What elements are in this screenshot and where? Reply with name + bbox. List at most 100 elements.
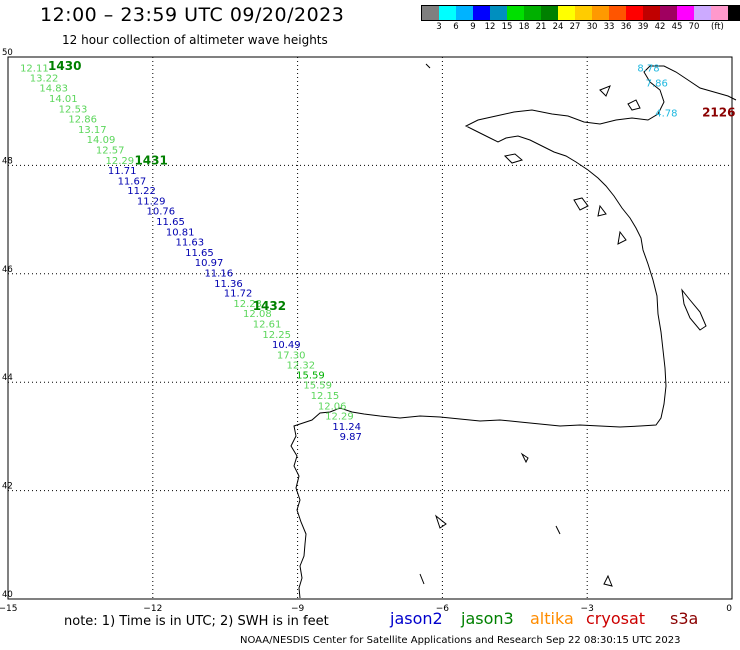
color-swatch [626, 6, 643, 20]
wave-height-value: 11.36 [214, 279, 243, 290]
longitude-label: −12 [143, 604, 162, 614]
map-grid [7, 56, 733, 600]
color-swatch [609, 6, 626, 20]
wave-height-value: 10.76 [147, 207, 176, 218]
wave-height-value: 12.29 [325, 412, 354, 423]
color-scale-label: 9 [470, 22, 476, 32]
color-scale-label: 42 [654, 22, 666, 32]
color-swatch [541, 6, 558, 20]
wave-height-value: 10.97 [195, 258, 224, 269]
color-swatch [643, 6, 660, 20]
coastline-channel-islands [425, 63, 641, 111]
wave-height-value: 12.32 [286, 361, 315, 372]
satellite-legend-jason2: jason2 [390, 609, 443, 628]
wave-height-value: 12.25 [262, 330, 291, 341]
coastline [290, 63, 737, 599]
color-swatch [728, 6, 740, 20]
wave-height-value: 11.71 [108, 166, 137, 177]
color-scale-label: 30 [586, 22, 598, 32]
color-swatch [456, 6, 473, 20]
pass-time-label: 1431 [134, 153, 167, 167]
longitude-label: −6 [436, 604, 450, 614]
wave-height-value: 12.11 [20, 64, 49, 75]
color-swatch [711, 6, 728, 20]
wave-height-value: 11.67 [118, 176, 147, 187]
longitude-label: 0 [726, 604, 732, 614]
color-swatch [490, 6, 507, 20]
longitude-label: −9 [291, 604, 305, 614]
wave-height-value: 12.86 [68, 115, 97, 126]
map-frame [7, 56, 733, 600]
wave-height-value: 11.65 [156, 217, 185, 228]
wave-height-value: 11.22 [127, 186, 156, 197]
wave-height-value: 13.17 [78, 125, 107, 136]
color-scale-label: 24 [552, 22, 564, 32]
wave-height-value: 11.65 [185, 248, 214, 259]
color-swatch [592, 6, 609, 20]
color-scale-label: 12 [484, 22, 496, 32]
satellite-legend-jason3: jason3 [461, 609, 514, 628]
color-scale-label: 39 [637, 22, 649, 32]
color-scale-label: 27 [569, 22, 581, 32]
wave-height-value: 8.78 [637, 64, 659, 75]
wave-height-value: 12.53 [59, 104, 88, 115]
wave-height-value: 12.15 [311, 391, 340, 402]
color-swatch [575, 6, 592, 20]
wave-height-value: 14.01 [49, 94, 78, 105]
wave-height-value: 10.49 [272, 340, 301, 351]
color-swatch [660, 6, 677, 20]
color-scale-label: 18 [518, 22, 530, 32]
pass-time-labels: 1430 1431 1432 2126 [48, 59, 735, 313]
color-swatch [524, 6, 541, 20]
coastline-iberia [290, 65, 737, 599]
wave-height-value: 14.83 [39, 84, 68, 95]
color-swatch [507, 6, 524, 20]
satellite-legend-altika: altika [530, 609, 574, 628]
pass-time-label: 1430 [48, 59, 81, 73]
longitude-labels: −15 −12 −9 −6 −3 0 [0, 604, 732, 614]
satellite-legend-s3a: s3a [670, 609, 699, 628]
color-swatch [677, 6, 694, 20]
color-scale-label: 36 [620, 22, 632, 32]
wave-height-value: 14.09 [87, 135, 116, 146]
wave-height-value: 13.22 [30, 73, 59, 84]
color-scale-bar [421, 5, 740, 21]
wave-height-value: 17.30 [277, 350, 306, 361]
color-scale-label: 33 [603, 22, 615, 32]
wave-height-value: 11.16 [204, 269, 233, 280]
wave-height-value: 15.59 [303, 381, 332, 392]
color-swatch [439, 6, 456, 20]
latitude-label: 42 [2, 482, 13, 492]
wave-height-value: 12.57 [96, 145, 125, 156]
longitude-label: −3 [581, 604, 594, 614]
wave-height-value: 11.72 [224, 289, 253, 300]
footer-credit: NOAA/NESDIS Center for Satellite Applica… [240, 635, 681, 646]
wave-height-value: 12.61 [253, 319, 282, 330]
satellite-legend-cryosat: cryosat [586, 609, 646, 628]
wave-height-value: 10.81 [166, 227, 195, 238]
latitude-label: 44 [2, 373, 13, 383]
color-scale-label: 6 [453, 22, 459, 32]
wave-height-value: 12.23 [233, 299, 262, 310]
color-scale-label: 70 [688, 22, 700, 32]
color-scale-label: 21 [535, 22, 547, 32]
wave-height-value: 4.78 [655, 109, 677, 120]
footer-note: note: 1) Time is in UTC; 2) SWH is in fe… [64, 614, 329, 629]
wave-height-value: 11.29 [137, 196, 166, 207]
color-swatch [473, 6, 490, 20]
wave-height-value: 15.59 [296, 370, 325, 381]
chart-title: 12:00 – 23:59 UTC 09/20/2023 [40, 4, 345, 26]
wave-height-value: 12.29 [105, 156, 134, 167]
color-swatch [694, 6, 711, 20]
latitude-labels: 50 48 46 44 42 40 [2, 48, 13, 600]
wave-height-value: 9.87 [340, 432, 362, 443]
color-scale-unit: (ft) [711, 22, 724, 32]
wave-height-value: 11.24 [332, 422, 361, 433]
wave-height-value: 12.06 [318, 401, 347, 412]
color-scale-label: 45 [671, 22, 683, 32]
wave-height-value: 12.08 [243, 309, 272, 320]
chart-subtitle: 12 hour collection of altimeter wave hei… [62, 33, 328, 47]
latitude-label: 48 [2, 156, 13, 166]
latitude-label: 46 [2, 265, 13, 275]
